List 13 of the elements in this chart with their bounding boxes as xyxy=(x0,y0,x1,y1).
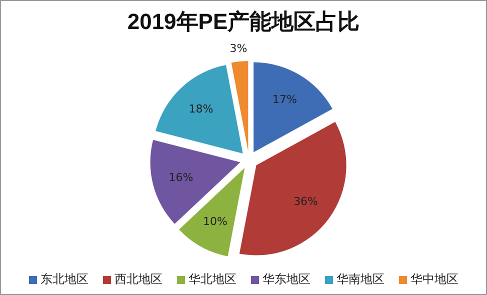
data-label: 16% xyxy=(168,170,194,184)
data-label: 18% xyxy=(188,102,214,116)
data-label: 36% xyxy=(294,194,318,208)
data-label: 10% xyxy=(202,215,228,228)
legend-label: 华中地区 xyxy=(410,271,458,288)
data-label: 17% xyxy=(272,93,297,106)
legend-label: 华北地区 xyxy=(188,271,236,288)
legend-label: 华南地区 xyxy=(336,271,384,288)
chart-title: 2019年PE产能地区占比 xyxy=(126,8,361,36)
legend-label: 西北地区 xyxy=(114,271,162,288)
legend-label: 东北地区 xyxy=(40,271,88,288)
legend-label: 华东地区 xyxy=(262,271,310,288)
data-label: 3% xyxy=(230,42,248,55)
